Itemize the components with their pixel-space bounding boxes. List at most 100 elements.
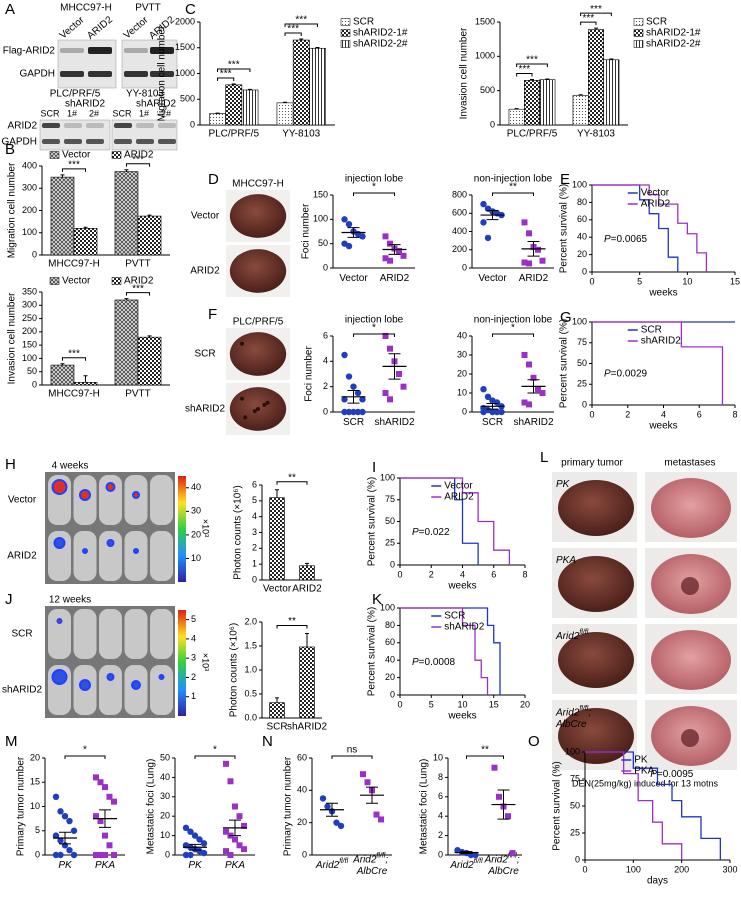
y-tick-label: 400	[22, 160, 37, 170]
y-tick-label: 400	[452, 226, 467, 236]
significance-bracket	[516, 63, 548, 67]
survival-curve	[585, 751, 721, 860]
label: ×10³	[201, 519, 211, 537]
y-tick-label: 75	[570, 773, 580, 783]
data-point	[319, 795, 327, 802]
significance-label: *	[213, 745, 217, 756]
blot-band	[64, 139, 82, 144]
y-tick-label: 30	[457, 349, 467, 359]
x-axis-label: weeks	[648, 421, 677, 432]
data-point	[333, 819, 340, 826]
nodule	[252, 409, 257, 414]
y-axis-label: Percent survival (%)	[559, 184, 570, 273]
survival-curve	[592, 184, 679, 272]
x-tick-label: SCR	[266, 722, 287, 733]
legend-swatch	[340, 29, 351, 37]
y-tick-label: 2	[323, 381, 328, 391]
survival-curve	[400, 607, 501, 695]
y-tick-label: 0	[462, 406, 467, 416]
signal	[51, 479, 68, 495]
data-point	[57, 837, 64, 844]
data-point	[182, 851, 190, 859]
y-tick-label: 1500	[475, 16, 495, 26]
x-tick-label: 6	[697, 409, 702, 419]
significance-bracket	[466, 755, 504, 759]
data-point	[359, 396, 366, 403]
significance-bracket	[64, 755, 106, 759]
data-point	[509, 850, 516, 857]
x-tick-label: PKA	[95, 860, 115, 871]
y-tick-label: 6	[323, 330, 328, 340]
x-tick-label: Arid2fl/fl	[449, 858, 483, 870]
data-point	[102, 852, 108, 858]
y-tick-label: 100	[22, 353, 37, 363]
panel-letter: E	[560, 171, 570, 188]
y-tick-label: 1.5	[244, 640, 257, 650]
data-point	[102, 832, 108, 839]
x-tick-label: PVTT	[125, 259, 151, 270]
liver	[558, 708, 634, 764]
x-tick-label: PK	[188, 860, 203, 871]
y-axis-label: Percent survival (%)	[367, 477, 378, 566]
mouse	[73, 609, 97, 659]
x-tick-label: 300	[722, 864, 737, 874]
y-axis-label: Metastatic foci (Lung)	[146, 759, 157, 855]
label: Vector	[8, 495, 37, 506]
significance-label: ***	[518, 64, 530, 75]
x-tick-label: shARID2	[513, 417, 553, 428]
y-tick-label: 150	[22, 340, 37, 350]
significance-label: ***	[68, 160, 80, 171]
data-point	[93, 813, 99, 820]
y-tick-label: 10	[457, 387, 467, 397]
significance-bracket	[284, 32, 302, 36]
significance-bracket	[276, 481, 308, 485]
blot-band	[124, 48, 148, 53]
x-tick-label: shARID2	[374, 417, 414, 428]
significance-label: ns	[347, 745, 358, 756]
x-tick-label: MHCC97-H	[48, 389, 100, 400]
data-point	[480, 200, 487, 208]
bar	[588, 29, 604, 126]
data-point	[359, 233, 366, 240]
error-bar	[83, 375, 88, 383]
x-tick-label: ARID2	[519, 273, 549, 284]
legend-label: SCR	[646, 17, 667, 28]
bar	[299, 646, 315, 719]
label: GAPDH	[1, 137, 37, 148]
data-point	[341, 396, 348, 403]
legend-label: Vector	[641, 188, 670, 199]
error-bar	[497, 789, 510, 820]
error-bar	[388, 353, 401, 380]
y-axis-label: Primary tumor number	[283, 756, 294, 856]
y-tick-label: 50	[385, 516, 395, 526]
label: PKA	[556, 555, 576, 566]
blot-band	[150, 71, 174, 77]
y-axis-label: Photon counts (×10⁶)	[233, 485, 244, 579]
panel-letter: M	[5, 733, 18, 750]
y-tick-label: 200	[452, 244, 467, 254]
data-point	[382, 255, 389, 262]
y-tick-label: 0	[438, 849, 443, 859]
legend-label: ARID2	[124, 150, 154, 161]
blot-band	[150, 47, 174, 54]
significance-bracket	[516, 73, 533, 77]
x-tick-label: Arid2fl/fl	[315, 858, 349, 870]
x-tick-label: 8	[732, 409, 737, 419]
mouse	[99, 531, 122, 581]
nodule	[265, 400, 270, 405]
p-value: P=0.0029	[604, 368, 648, 379]
signal	[56, 618, 63, 624]
data-point	[52, 793, 60, 800]
data-point	[227, 852, 234, 858]
error-bar	[229, 819, 241, 837]
lung	[651, 478, 731, 538]
label: ARID2	[190, 266, 220, 277]
x-tick-label: Vector	[263, 584, 292, 595]
y-axis-label: Invasion cell number	[7, 292, 18, 384]
data-point	[200, 849, 208, 857]
y-axis-label: Foci number	[304, 346, 315, 402]
bar	[309, 47, 326, 126]
panel-letter: F	[208, 306, 217, 323]
bar	[276, 102, 294, 126]
